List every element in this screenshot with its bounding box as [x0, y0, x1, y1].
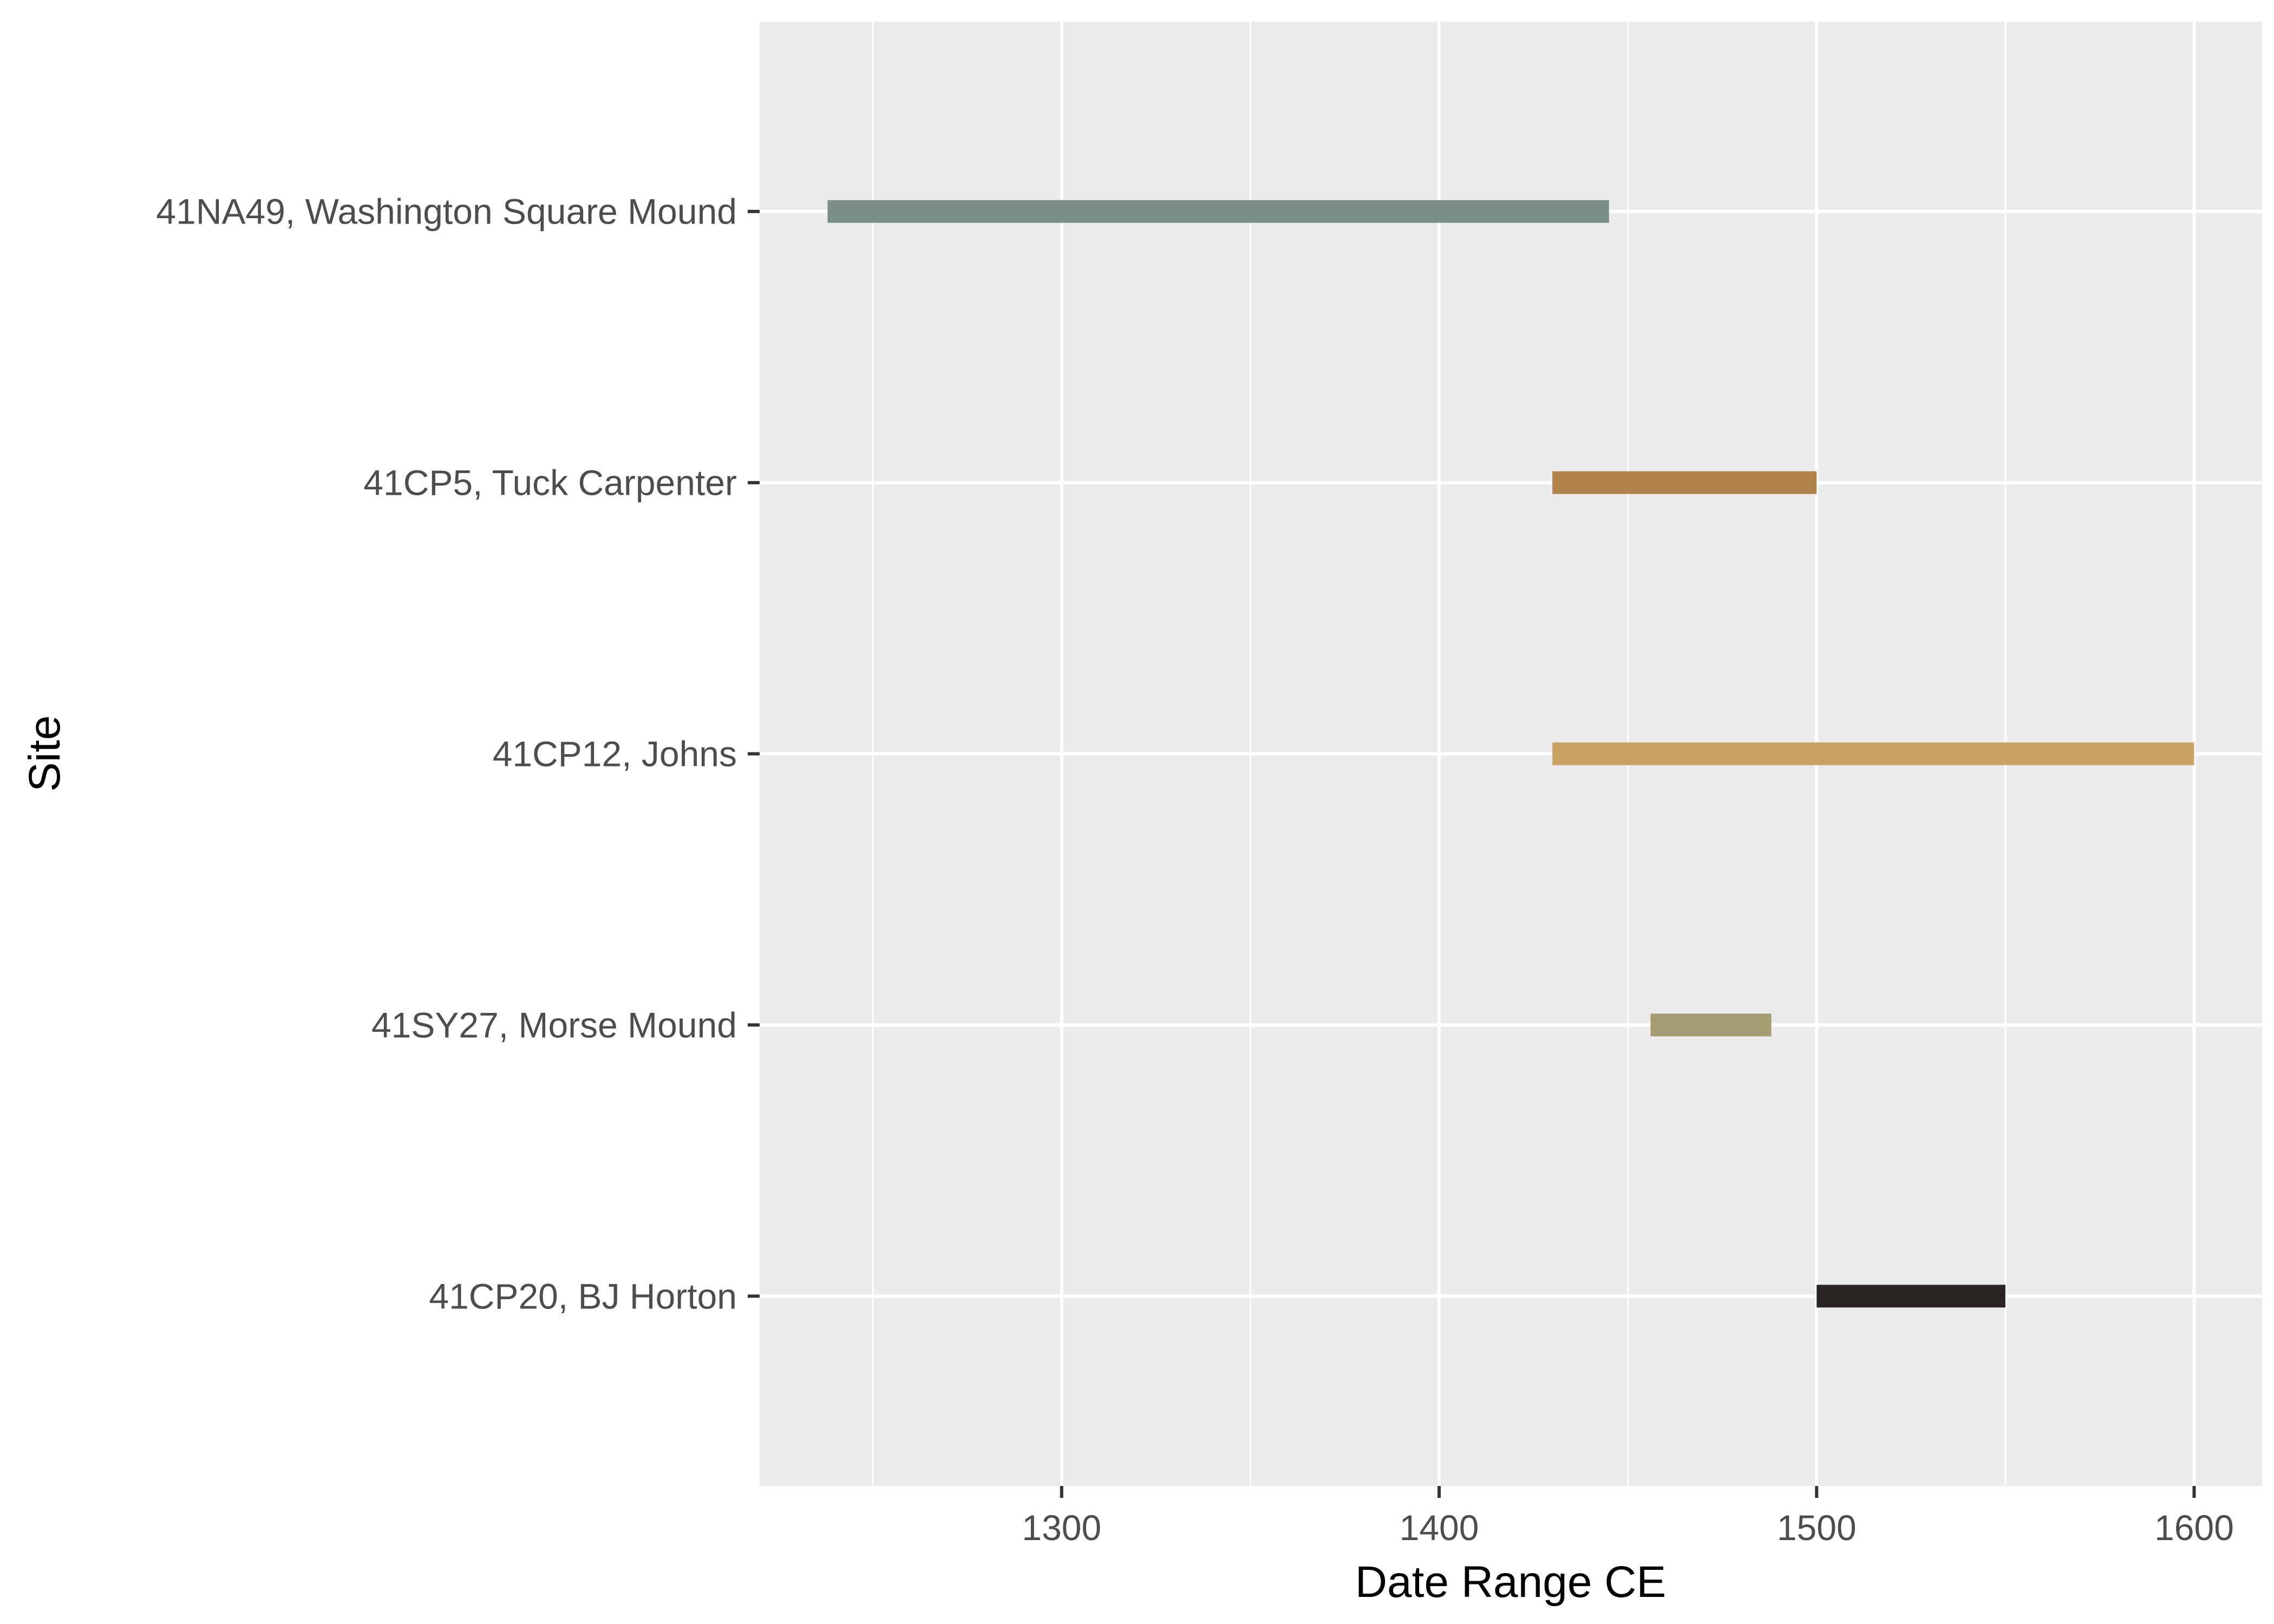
range-bar: [827, 200, 1609, 223]
x-axis: 1300 1400 1500 1600: [1022, 1486, 2234, 1548]
y-tick-label: 41NA49, Washington Square Mound: [156, 192, 737, 232]
y-axis: 41NA49, Washington Square Mound 41CP5, Tu…: [156, 192, 760, 1316]
x-tick-label: 1300: [1022, 1508, 1101, 1548]
x-tick-label: 1500: [1777, 1508, 1857, 1548]
range-bar: [1552, 471, 1817, 494]
range-bar: [1650, 1013, 1772, 1037]
x-axis-title: Date Range CE: [1355, 1557, 1666, 1607]
y-tick-label: 41CP5, Tuck Carpenter: [363, 463, 737, 503]
x-tick-label: 1600: [2154, 1508, 2234, 1548]
x-tick-label: 1400: [1400, 1508, 1479, 1548]
range-bar: [1552, 742, 2194, 765]
y-tick-label: 41CP20, BJ Horton: [429, 1276, 737, 1316]
range-bars: [827, 200, 2194, 1308]
y-tick-label: 41SY27, Morse Mound: [371, 1005, 737, 1045]
range-bar: [1816, 1285, 2005, 1308]
y-tick-label: 41CP12, Johns: [493, 734, 737, 774]
y-axis-title: Site: [20, 715, 69, 791]
